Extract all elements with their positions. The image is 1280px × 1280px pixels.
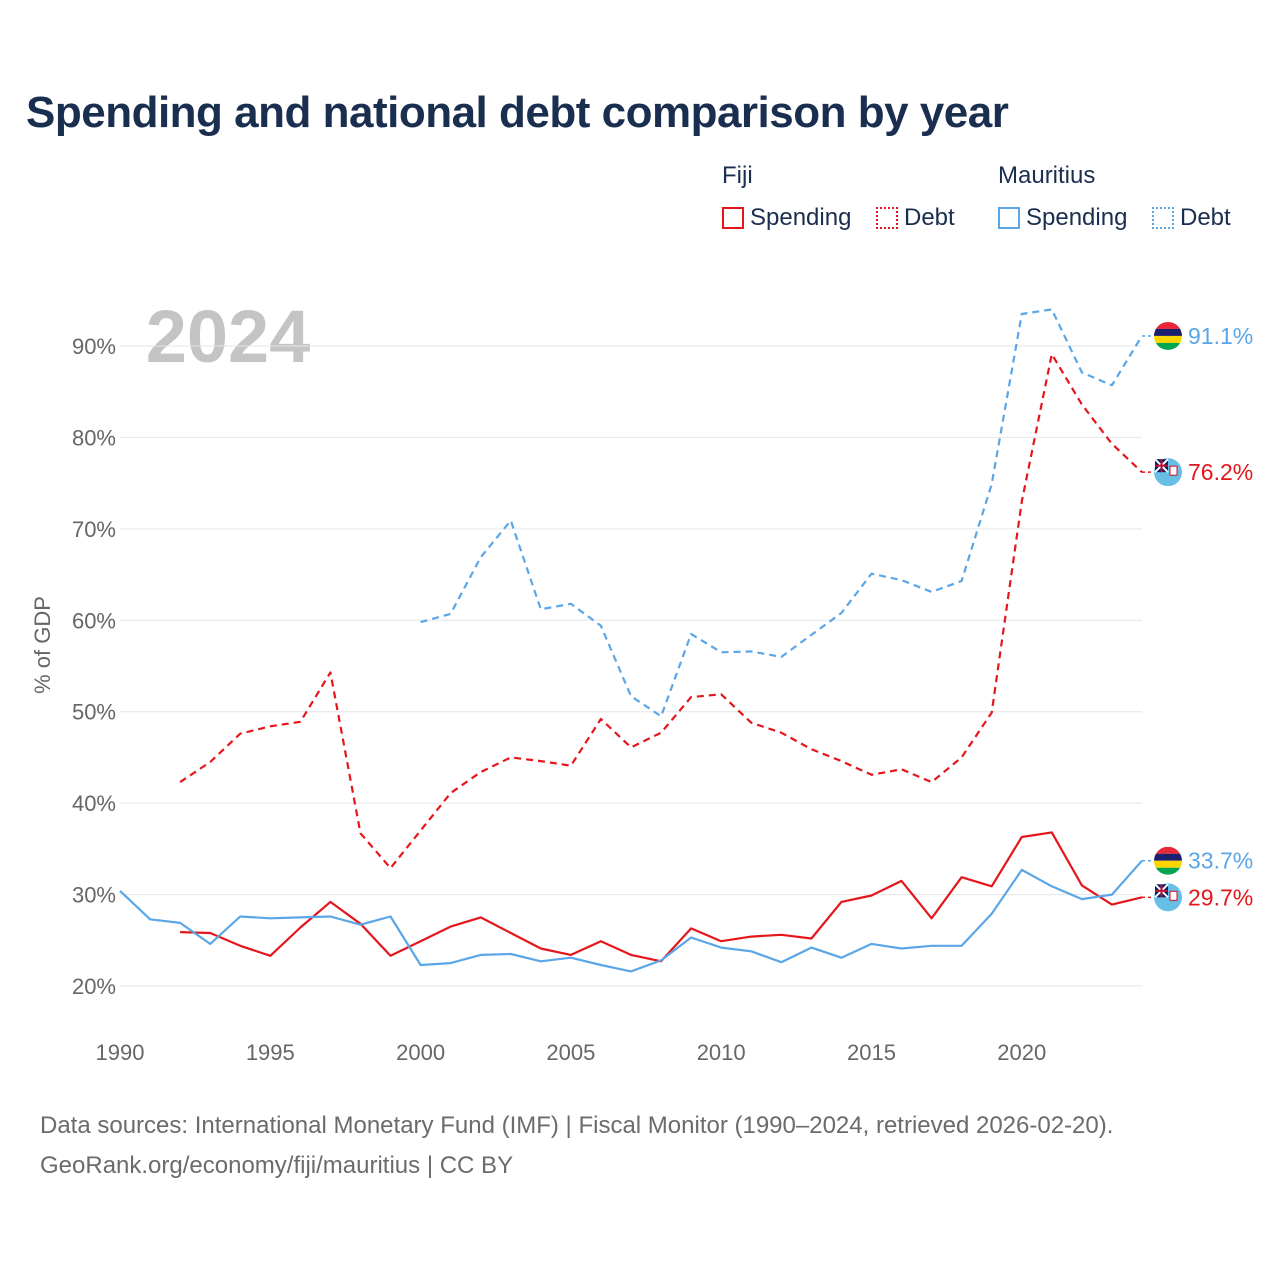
line-chart: 2024 % of GDP 20% 30% 40% 50% 60% 70% 80% 90% 1…: [0, 0, 1280, 1280]
series-line-mauritius-debt: [421, 309, 1142, 716]
y-tick-label: 20%: [72, 974, 116, 999]
y-tick-label: 80%: [72, 425, 116, 450]
end-value-label: 76.2%: [1188, 459, 1253, 485]
x-tick-label: 2015: [847, 1040, 896, 1065]
mauritius-flag-icon: [1154, 847, 1182, 875]
y-tick-label: 60%: [72, 608, 116, 633]
x-tick-label: 2000: [396, 1040, 445, 1065]
y-tick-label: 90%: [72, 334, 116, 359]
x-tick-label: 1990: [96, 1040, 145, 1065]
y-axis-ticks: 20% 30% 40% 50% 60% 70% 80% 90%: [72, 334, 116, 999]
y-tick-label: 30%: [72, 883, 116, 908]
grid: [120, 346, 1142, 986]
source-line: Data sources: International Monetary Fun…: [40, 1106, 1113, 1146]
series-line-fiji-spending: [180, 832, 1142, 961]
year-label: 2024: [146, 295, 311, 378]
y-tick-label: 50%: [72, 700, 116, 725]
end-value-label: 33.7%: [1188, 848, 1253, 874]
series: [120, 309, 1142, 971]
x-tick-label: 2005: [546, 1040, 595, 1065]
x-tick-label: 2020: [997, 1040, 1046, 1065]
end-value-label: 29.7%: [1188, 884, 1253, 910]
end-value-label: 91.1%: [1188, 323, 1253, 349]
fiji-flag-icon: [1154, 458, 1182, 486]
x-tick-label: 2010: [697, 1040, 746, 1065]
fiji-flag-icon: [1154, 883, 1182, 911]
y-tick-label: 40%: [72, 791, 116, 816]
source-note: Data sources: International Monetary Fun…: [40, 1106, 1113, 1186]
source-link[interactable]: GeoRank.org/economy/fiji/mauritius | CC …: [40, 1146, 1113, 1186]
mauritius-flag-icon: [1154, 322, 1182, 350]
x-tick-label: 1995: [246, 1040, 295, 1065]
series-line-fiji-debt: [180, 354, 1142, 868]
y-axis-title: % of GDP: [30, 596, 55, 694]
y-tick-label: 70%: [72, 517, 116, 542]
x-axis-ticks: 1990 1995 2000 2005 2010 2015 2020: [96, 1040, 1047, 1065]
end-labels: 29.7% 76.2% 33.7% 91.1%: [1142, 322, 1253, 911]
